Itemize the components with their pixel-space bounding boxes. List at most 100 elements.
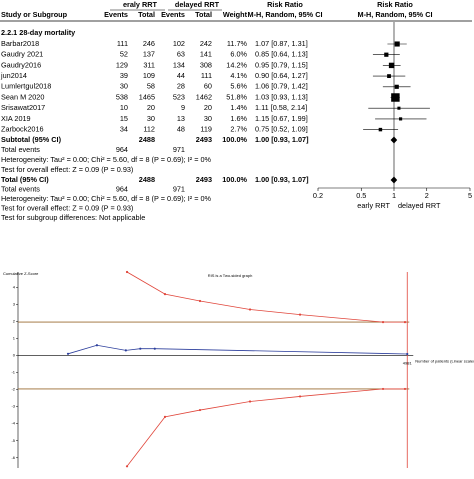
label: 311 [143, 60, 155, 69]
label: Study or Subgroup [1, 10, 68, 19]
label: 2 [425, 191, 429, 200]
point [139, 347, 142, 350]
label: 1.06 [0.79, 1.42] [255, 82, 308, 91]
label: 20 [147, 103, 155, 112]
label: 137 [143, 50, 155, 59]
point [163, 293, 167, 296]
label: Barbar2018 [1, 39, 39, 48]
effect-square [388, 62, 395, 69]
label: 15 [120, 114, 128, 123]
effect-square [384, 52, 389, 57]
label: Total (95% CI) [1, 175, 49, 184]
label: 6.0% [230, 50, 247, 59]
point [125, 270, 129, 274]
label: Risk Ratio [377, 0, 413, 9]
label: 60 [204, 82, 212, 91]
y-tick-label: 0 [13, 353, 16, 358]
effect-square [397, 106, 401, 110]
label: 119 [200, 125, 212, 134]
y-tick-label: -2 [11, 387, 15, 392]
label: 111 [201, 71, 212, 80]
lower-curve [126, 388, 405, 467]
y-tick-label: 3 [13, 301, 16, 306]
label: Test for subgroup differences: Not appli… [1, 213, 145, 222]
ris-label: 4981 [403, 361, 413, 366]
label: Total [138, 10, 155, 19]
label: 39 [120, 71, 128, 80]
point [298, 395, 302, 398]
label: Srisawat2017 [1, 103, 45, 112]
point [198, 408, 202, 412]
label: Total [195, 10, 212, 19]
label: 14.2% [226, 60, 247, 69]
point [381, 387, 385, 391]
point [124, 349, 127, 352]
zcurve-curve [67, 344, 408, 355]
label: 129 [116, 60, 128, 69]
label: 1.07 [0.87, 1.31] [255, 39, 308, 48]
label: 11.7% [227, 39, 248, 48]
label: Test for overall effect: Z = 0.09 (P = 0… [1, 203, 133, 212]
y-label: Cumulative Z-Score [3, 271, 39, 276]
label: 964 [116, 184, 128, 193]
label: Events [161, 10, 185, 19]
label: 523 [173, 92, 185, 101]
label: 30 [147, 114, 155, 123]
label: Lumlertgul2018 [1, 82, 51, 91]
label: Test for overall effect: Z = 0.09 (P = 0… [1, 165, 133, 174]
label: 34 [120, 125, 128, 134]
y-tick-label: 1 [13, 336, 16, 341]
effect-square [391, 93, 400, 102]
label: 246 [143, 39, 155, 48]
y-tick-label: 2 [13, 318, 16, 323]
label: 109 [143, 71, 155, 80]
label: 5.6% [230, 82, 247, 91]
label: 44 [177, 71, 185, 80]
label: 1 [392, 191, 396, 200]
label: 63 [177, 50, 185, 59]
point [66, 352, 70, 355]
label: Heterogeneity: Tau² = 0.00; Chi² = 5.60,… [1, 194, 212, 203]
label: 0.5 [356, 191, 366, 200]
x-label: Number of patients (Linear scaled) [415, 359, 474, 364]
label: 1.03 [0.93, 1.13] [255, 92, 308, 101]
label: Total events [1, 184, 40, 193]
label: 48 [177, 125, 185, 134]
label: 30 [204, 114, 212, 123]
point [403, 387, 407, 391]
label: 30 [120, 82, 128, 91]
label: XIA 2019 [1, 114, 31, 123]
tsa-title: RIS is a Two-sided graph [208, 273, 253, 278]
label: 0.75 [0.52, 1.09] [255, 125, 308, 134]
label: Gaudry2016 [1, 60, 41, 69]
label: 9 [181, 103, 185, 112]
label: 1.00 [0.93, 1.07] [255, 135, 309, 144]
label: 1.6% [230, 114, 247, 123]
label: 112 [143, 125, 155, 134]
label: 5 [468, 191, 472, 200]
point [248, 308, 252, 311]
y-tick-label: 4 [13, 284, 16, 289]
label: delayed RRT [398, 201, 441, 210]
label: 1.00 [0.93, 1.07] [255, 175, 309, 184]
label: 1.4% [230, 103, 247, 112]
effect-square [387, 74, 391, 79]
label: 134 [173, 60, 185, 69]
label: 52 [120, 50, 128, 59]
label: Gaudry 2021 [1, 50, 43, 59]
label: 141 [200, 50, 212, 59]
label: 1462 [196, 92, 212, 101]
label: 964 [116, 145, 128, 154]
label: 2493 [196, 135, 212, 144]
diamond [390, 136, 398, 144]
label: 971 [173, 145, 185, 154]
label: 58 [147, 82, 155, 91]
label: 100.0% [222, 175, 247, 184]
label: delayed RRT [175, 0, 220, 9]
point [153, 347, 156, 350]
point [298, 313, 302, 316]
label: 1465 [139, 92, 155, 101]
label: 1.11 [0.58, 2.14] [255, 103, 307, 112]
point [381, 321, 385, 324]
